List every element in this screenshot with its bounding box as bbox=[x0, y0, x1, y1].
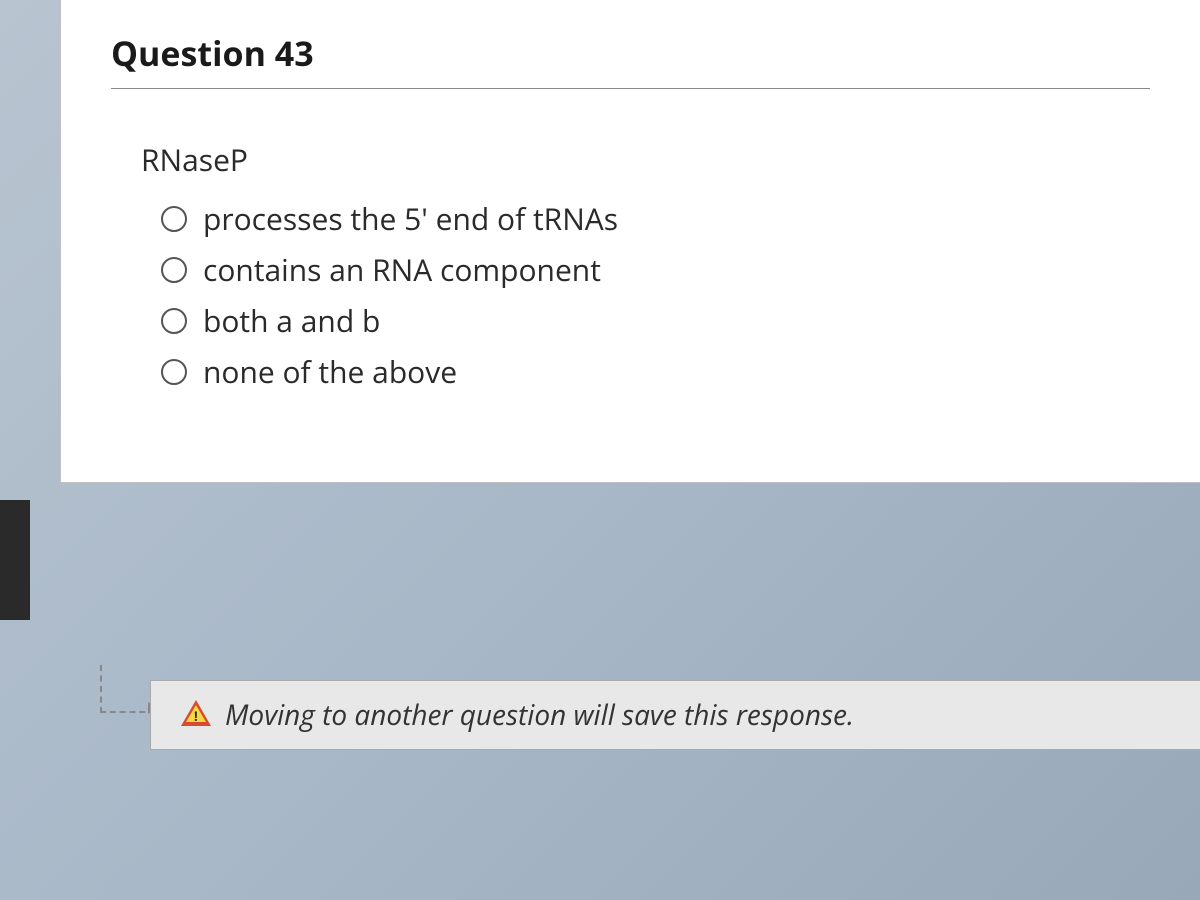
navigation-arrow-icon bbox=[100, 665, 155, 713]
option-label: none of the above bbox=[203, 351, 457, 392]
option-label: processes the 5' end of tRNAs bbox=[203, 198, 618, 239]
warning-icon: ! bbox=[181, 700, 211, 730]
option-row[interactable]: both a and b bbox=[141, 300, 1150, 341]
radio-button[interactable] bbox=[161, 257, 187, 283]
option-label: contains an RNA component bbox=[203, 249, 601, 290]
radio-button[interactable] bbox=[161, 206, 187, 232]
side-tab bbox=[0, 500, 30, 620]
question-header: Question 43 bbox=[111, 30, 1150, 89]
option-label: both a and b bbox=[203, 300, 380, 341]
radio-button[interactable] bbox=[161, 308, 187, 334]
question-panel: Question 43 RNaseP processes the 5' end … bbox=[60, 0, 1200, 483]
question-body: RNaseP processes the 5' end of tRNAs con… bbox=[111, 139, 1150, 392]
radio-button[interactable] bbox=[161, 359, 187, 385]
save-notice-text: Moving to another question will save thi… bbox=[225, 696, 854, 734]
save-notice-bar: ! Moving to another question will save t… bbox=[150, 680, 1200, 750]
option-row[interactable]: processes the 5' end of tRNAs bbox=[141, 198, 1150, 239]
question-prompt: RNaseP bbox=[141, 139, 1150, 180]
option-row[interactable]: contains an RNA component bbox=[141, 249, 1150, 290]
option-row[interactable]: none of the above bbox=[141, 351, 1150, 392]
